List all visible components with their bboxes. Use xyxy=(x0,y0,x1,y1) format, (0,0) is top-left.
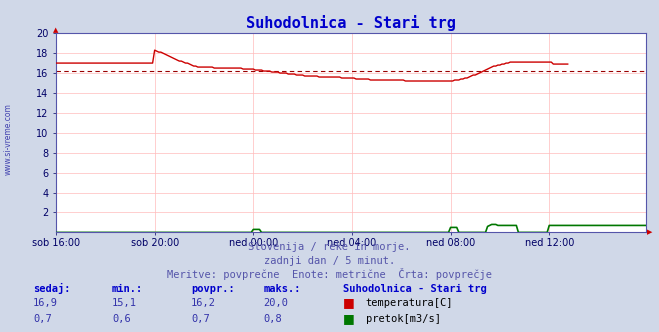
Text: povpr.:: povpr.: xyxy=(191,284,235,294)
Text: Suhodolnica - Stari trg: Suhodolnica - Stari trg xyxy=(343,284,486,294)
Text: Slovenija / reke in morje.: Slovenija / reke in morje. xyxy=(248,242,411,252)
Text: Meritve: povprečne  Enote: metrične  Črta: povprečje: Meritve: povprečne Enote: metrične Črta:… xyxy=(167,268,492,280)
Text: maks.:: maks.: xyxy=(264,284,301,294)
Text: min.:: min.: xyxy=(112,284,143,294)
Text: 15,1: 15,1 xyxy=(112,298,137,308)
Title: Suhodolnica - Stari trg: Suhodolnica - Stari trg xyxy=(246,15,456,31)
Text: ▶: ▶ xyxy=(647,229,652,235)
Text: zadnji dan / 5 minut.: zadnji dan / 5 minut. xyxy=(264,256,395,266)
Text: 0,6: 0,6 xyxy=(112,314,130,324)
Text: 0,7: 0,7 xyxy=(33,314,51,324)
Text: 20,0: 20,0 xyxy=(264,298,289,308)
Text: pretok[m3/s]: pretok[m3/s] xyxy=(366,314,441,324)
Text: 16,2: 16,2 xyxy=(191,298,216,308)
Text: 0,7: 0,7 xyxy=(191,314,210,324)
Text: ▲: ▲ xyxy=(53,27,59,33)
Text: ■: ■ xyxy=(343,296,355,309)
Text: temperatura[C]: temperatura[C] xyxy=(366,298,453,308)
Text: www.si-vreme.com: www.si-vreme.com xyxy=(3,104,13,175)
Text: sedaj:: sedaj: xyxy=(33,283,71,294)
Text: 0,8: 0,8 xyxy=(264,314,282,324)
Text: 16,9: 16,9 xyxy=(33,298,58,308)
Text: ■: ■ xyxy=(343,312,355,325)
